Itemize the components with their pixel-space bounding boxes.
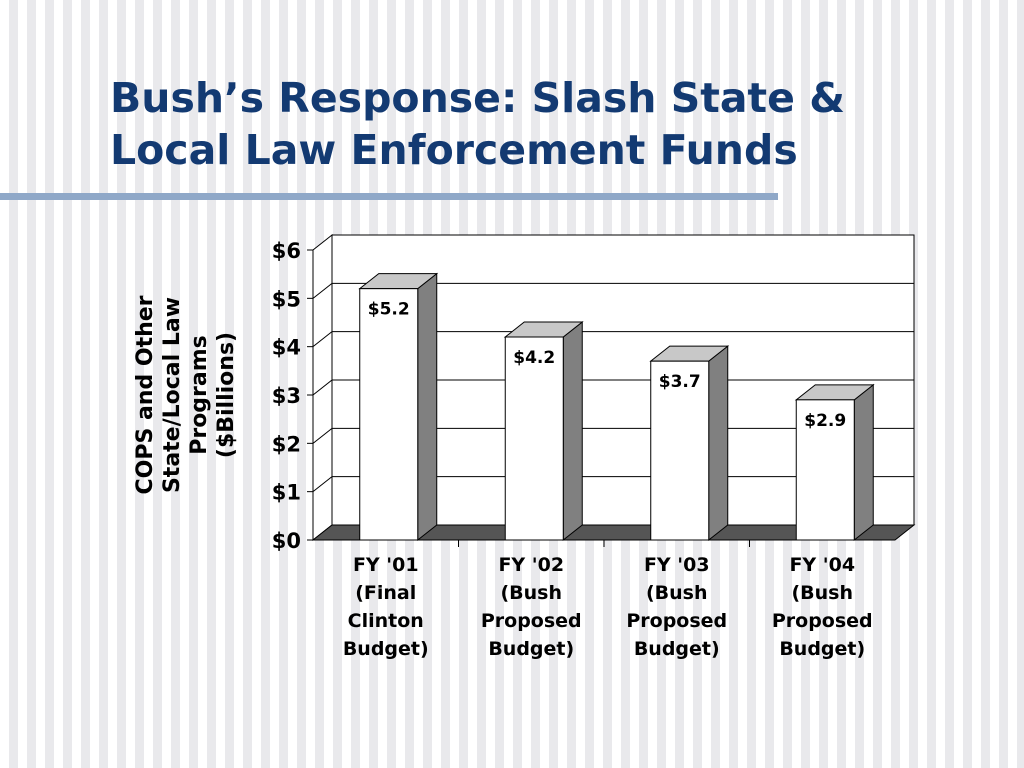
data-label: $2.9 <box>804 411 846 431</box>
data-label: $5.2 <box>368 300 410 320</box>
x-category-label: FY '04 (Bush Proposed Budget) <box>772 554 873 660</box>
x-category-label-line: (Bush <box>500 582 562 604</box>
bar-group: $5.2 <box>358 272 439 542</box>
x-category-label-line: Budget) <box>779 638 865 660</box>
data-label: $3.7 <box>659 372 701 392</box>
x-category-label: FY '02 (Bush Proposed Budget) <box>481 554 582 660</box>
x-category-label-line: Proposed <box>481 610 582 632</box>
bar-side <box>417 272 438 542</box>
x-category-label-line: (Final <box>355 582 416 604</box>
bar <box>795 399 855 541</box>
bar <box>650 360 710 541</box>
gridline-side <box>312 476 333 493</box>
x-category-label-line: (Bush <box>646 582 708 604</box>
y-axis-title-line: Programs <box>187 335 212 455</box>
x-category-label-line: FY '02 <box>498 554 564 576</box>
bar-side <box>708 345 729 542</box>
bar-group: $4.2 <box>503 320 584 542</box>
y-tick-label: $2 <box>272 432 301 456</box>
title-line-2: Local Law Enforcement Funds <box>110 126 798 174</box>
gridline-side <box>312 379 333 396</box>
bar-side <box>853 383 874 542</box>
x-category-label-line: Budget) <box>634 638 720 660</box>
x-category-label-line: Proposed <box>626 610 727 632</box>
y-tick-label: $4 <box>272 336 301 360</box>
y-tick-label: $5 <box>272 287 301 311</box>
bar <box>504 336 564 541</box>
title-underline-rule <box>0 193 778 200</box>
gridline-side <box>312 331 333 348</box>
x-category-label-line: Budget) <box>343 638 429 660</box>
title-line-1: Bush’s Response: Slash State & <box>110 74 845 122</box>
x-category-label: FY '03 (Bush Proposed Budget) <box>626 554 727 660</box>
y-axis-title-line: ($Billions) <box>214 332 239 458</box>
y-axis-title-line: COPS and Other <box>133 295 158 494</box>
y-tick-label: $0 <box>272 529 301 553</box>
gridline-side <box>312 427 333 444</box>
bar-group: $2.9 <box>794 383 875 542</box>
x-category-label-line: Clinton <box>348 610 424 632</box>
x-category-label-line: (Bush <box>791 582 853 604</box>
bar <box>359 288 419 541</box>
data-label: $4.2 <box>513 348 555 368</box>
gridline-side <box>312 282 333 299</box>
plot-area: $0 $1 $2 $3 $4 $5 $6 $5.2 FY '01 (Final Clinton Bud… <box>272 233 916 660</box>
x-category-label-line: FY '03 <box>644 554 710 576</box>
y-tick-label: $6 <box>272 239 301 263</box>
y-tick-label: $3 <box>272 384 301 408</box>
y-tick-label: $1 <box>272 481 301 505</box>
slide-title: Bush’s Response: Slash State & Local Law… <box>110 72 990 176</box>
x-category-label-line: Proposed <box>772 610 873 632</box>
y-axis-title: COPS and OtherState/Local LawPrograms($B… <box>133 295 239 494</box>
bar-side <box>562 320 583 542</box>
x-category-label-line: FY '01 <box>353 554 419 576</box>
x-category-label-line: FY '04 <box>789 554 855 576</box>
x-category-label-line: Budget) <box>488 638 574 660</box>
x-category-label: FY '01 (Final Clinton Budget) <box>343 554 429 660</box>
bar-group: $3.7 <box>649 345 730 542</box>
y-axis-title-line: State/Local Law <box>160 297 185 493</box>
